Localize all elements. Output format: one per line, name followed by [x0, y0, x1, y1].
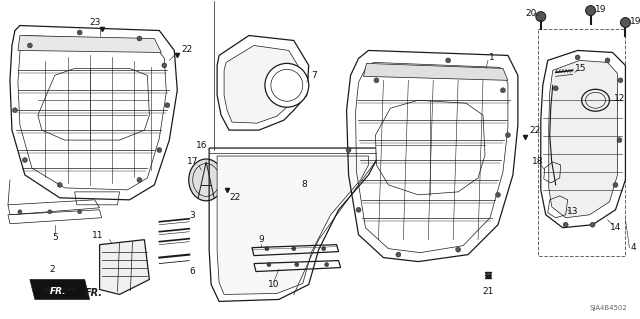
Text: 12: 12	[614, 94, 625, 103]
Circle shape	[356, 207, 361, 212]
Circle shape	[18, 210, 22, 214]
Text: FR.: FR.	[84, 288, 102, 299]
Circle shape	[536, 11, 546, 22]
Text: 7: 7	[311, 71, 317, 80]
Circle shape	[292, 247, 296, 251]
Circle shape	[267, 263, 271, 267]
Circle shape	[157, 148, 162, 152]
Circle shape	[617, 137, 622, 143]
Text: 20: 20	[525, 9, 536, 18]
Text: 8: 8	[301, 181, 307, 189]
Circle shape	[28, 43, 33, 48]
Circle shape	[396, 252, 401, 257]
Text: 4: 4	[630, 243, 636, 252]
Circle shape	[48, 210, 52, 214]
Circle shape	[605, 58, 610, 63]
Polygon shape	[18, 35, 161, 52]
Text: 3: 3	[189, 211, 195, 220]
Circle shape	[590, 222, 595, 227]
Polygon shape	[224, 46, 301, 123]
Text: 2: 2	[49, 265, 54, 274]
Circle shape	[613, 182, 618, 187]
Polygon shape	[376, 100, 485, 195]
Polygon shape	[30, 279, 90, 300]
Text: 15: 15	[575, 64, 586, 73]
Circle shape	[77, 210, 82, 214]
Circle shape	[137, 36, 142, 41]
Circle shape	[563, 222, 568, 227]
Text: 23: 23	[89, 18, 100, 27]
Circle shape	[506, 133, 511, 137]
Circle shape	[586, 6, 596, 16]
Circle shape	[22, 158, 28, 162]
Circle shape	[620, 18, 630, 27]
Text: FR.: FR.	[49, 287, 66, 296]
Circle shape	[295, 263, 299, 267]
Circle shape	[162, 63, 167, 68]
Circle shape	[374, 78, 379, 83]
Text: 16: 16	[196, 141, 208, 150]
Text: 10: 10	[268, 280, 280, 289]
Text: 1: 1	[489, 53, 495, 62]
Text: 22: 22	[529, 126, 540, 135]
Text: 14: 14	[610, 223, 621, 232]
Text: 19: 19	[595, 5, 606, 14]
Text: 6: 6	[189, 267, 195, 276]
Circle shape	[77, 30, 82, 35]
Polygon shape	[364, 63, 508, 80]
Circle shape	[12, 108, 17, 113]
Polygon shape	[548, 60, 618, 218]
Circle shape	[575, 55, 580, 60]
Circle shape	[500, 88, 506, 93]
Circle shape	[265, 247, 269, 251]
Text: 18: 18	[532, 158, 543, 167]
Text: 9: 9	[258, 235, 264, 244]
Polygon shape	[100, 240, 149, 294]
Polygon shape	[38, 68, 149, 140]
Text: 22: 22	[229, 193, 241, 202]
Text: 22: 22	[182, 45, 193, 54]
Text: 17: 17	[186, 158, 198, 167]
Circle shape	[495, 192, 500, 197]
Text: 19: 19	[630, 17, 640, 26]
Circle shape	[57, 182, 62, 187]
Text: 13: 13	[567, 207, 579, 216]
Circle shape	[445, 58, 451, 63]
Circle shape	[322, 247, 326, 251]
Circle shape	[618, 78, 623, 83]
Ellipse shape	[189, 159, 223, 201]
Polygon shape	[217, 156, 369, 294]
Circle shape	[165, 103, 170, 108]
Circle shape	[265, 63, 308, 107]
Circle shape	[346, 148, 351, 152]
Circle shape	[553, 86, 558, 91]
Text: 21: 21	[483, 287, 493, 296]
Text: SJA4B4502: SJA4B4502	[589, 305, 627, 311]
Text: 5: 5	[52, 233, 58, 242]
Circle shape	[456, 247, 461, 252]
Circle shape	[324, 263, 329, 267]
Circle shape	[137, 177, 142, 182]
Text: 11: 11	[92, 231, 103, 240]
